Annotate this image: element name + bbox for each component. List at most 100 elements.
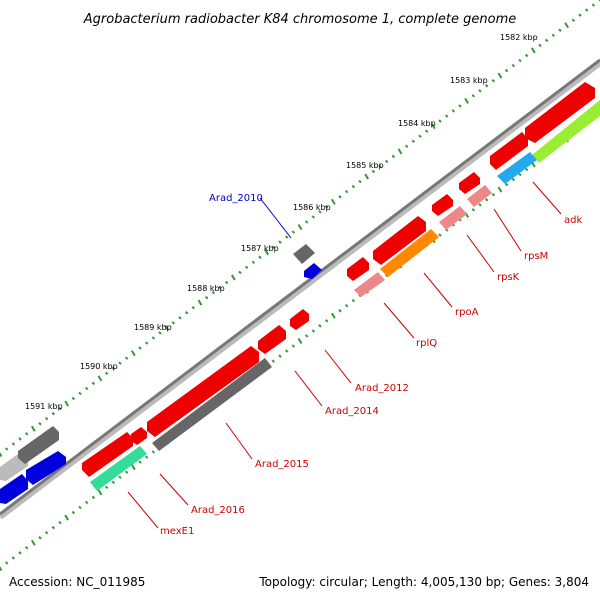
gene-label-rpsK[interactable]: rpsK <box>497 272 520 283</box>
outer-tick <box>564 22 570 29</box>
gene-arrow-rplQ-region[interactable] <box>347 257 369 281</box>
outer-tick <box>438 119 442 123</box>
outer-tick <box>104 371 109 375</box>
gene-label-arad-2014[interactable]: Arad_2014 <box>325 406 379 417</box>
kbp-label-1591: 1591 kbp <box>25 402 63 411</box>
outer-tick <box>44 416 49 421</box>
outer-tick <box>11 442 16 446</box>
outer-tick <box>144 341 149 345</box>
gene-cyan[interactable] <box>497 152 537 184</box>
gene-pink-1[interactable] <box>467 185 492 207</box>
inner-tick <box>297 337 303 345</box>
outer-tick <box>504 68 509 73</box>
outer-tick <box>251 260 256 265</box>
outer-tick <box>218 285 222 290</box>
outer-tick <box>111 366 116 370</box>
kbp-label-1590: 1590 kbp <box>80 362 118 371</box>
inner-tick <box>124 470 129 474</box>
outer-tick <box>138 346 142 350</box>
gene-arrow-arad-2014[interactable] <box>258 325 286 354</box>
inner-tick <box>18 551 22 555</box>
gene-label-mexE1[interactable]: mexE1 <box>160 526 194 537</box>
kbp-label-1586: 1586 kbp <box>293 203 331 212</box>
inner-tick <box>484 198 489 202</box>
gene-lime[interactable] <box>532 100 600 163</box>
inner-tick <box>78 505 82 510</box>
outer-tick <box>191 306 196 310</box>
inner-tick <box>11 556 16 560</box>
outer-tick <box>71 396 76 401</box>
outer-tick <box>358 179 362 184</box>
gene-pink-3[interactable] <box>354 272 385 297</box>
outer-tick <box>530 47 536 54</box>
gene-gray-long[interactable] <box>152 358 272 451</box>
inner-tick <box>478 203 482 207</box>
leader-arad-2012 <box>324 349 352 384</box>
gene-orange-rpoA[interactable] <box>380 229 439 277</box>
outer-tick <box>411 139 416 143</box>
outer-tick <box>484 84 489 88</box>
gene-arrow-arad-2012[interactable] <box>290 309 309 330</box>
outer-tick <box>230 274 236 281</box>
outer-tick <box>371 169 376 174</box>
outer-tick <box>451 109 456 113</box>
accession-text: Accession: NC_011985 <box>9 575 145 589</box>
outer-tick <box>364 173 370 180</box>
leader-rpsK <box>466 234 495 273</box>
outer-tick <box>238 270 242 275</box>
gene-label-adk[interactable]: adk <box>564 215 582 226</box>
outer-tick <box>164 324 170 331</box>
outer-tick <box>258 255 262 259</box>
leader-arad-2010 <box>259 197 292 239</box>
inner-tick <box>271 359 276 363</box>
inner-tick <box>324 319 329 323</box>
gene-arrow-adk-region[interactable] <box>525 82 595 143</box>
gene-gray-arad-2010[interactable] <box>293 244 315 264</box>
chromosome-backbone <box>0 58 600 516</box>
gene-arrow-arad-2015[interactable] <box>147 346 259 437</box>
leader-rpoA <box>423 272 453 308</box>
gene-label-arad-2015[interactable]: Arad_2015 <box>255 459 309 470</box>
gene-label-rplQ[interactable]: rplQ <box>416 338 437 349</box>
outer-tick <box>538 43 542 48</box>
gene-label-rpsM[interactable]: rpsM <box>524 251 548 262</box>
inner-tick <box>311 329 316 333</box>
gene-arrow-small-2[interactable] <box>432 194 453 216</box>
gene-label-arad-2012[interactable]: Arad_2012 <box>355 383 409 394</box>
inner-tick <box>24 546 29 550</box>
genome-summary-text: Topology: circular; Length: 4,005,130 bp… <box>258 575 589 589</box>
outer-tick <box>518 58 522 63</box>
gene-label-rpoA[interactable]: rpoA <box>455 307 479 318</box>
inner-tick <box>64 514 70 521</box>
inner-tick <box>38 536 42 540</box>
gene-blue-left-1[interactable] <box>0 474 28 504</box>
inner-tick <box>284 349 289 353</box>
leader-arad-2014 <box>294 370 323 407</box>
gene-pink-2[interactable] <box>439 206 467 230</box>
inner-tick <box>524 167 529 172</box>
gene-blue-arad-2010[interactable] <box>304 263 322 279</box>
gene-arrow-large-red[interactable] <box>373 216 426 265</box>
outer-tick <box>304 220 309 224</box>
gene-blue-left-2[interactable] <box>26 451 66 485</box>
gene-callouts <box>127 181 562 529</box>
gene-arrow-rpsM-region[interactable] <box>490 132 528 170</box>
outer-tick-track <box>0 0 600 458</box>
gene-arrow-small-3[interactable] <box>131 427 147 445</box>
outer-tick <box>38 422 42 426</box>
leader-rpsM <box>493 208 522 252</box>
gene-teal-mexE1[interactable] <box>90 446 147 491</box>
gene-gray-left[interactable] <box>18 426 59 464</box>
outer-tick <box>458 104 462 108</box>
outer-tick <box>197 299 203 306</box>
kbp-label-1587: 1587 kbp <box>241 244 279 253</box>
outer-tick <box>58 406 62 411</box>
outer-tick <box>444 114 449 118</box>
gene-label-arad-2016[interactable]: Arad_2016 <box>191 505 245 516</box>
outer-tick <box>124 356 129 360</box>
gene-arrow-small-1[interactable] <box>459 172 480 194</box>
gene-label-arad-2010[interactable]: Arad_2010 <box>209 193 263 204</box>
gene-arrow-arad-2016[interactable] <box>82 432 133 477</box>
outer-tick <box>330 198 336 205</box>
kbp-scale: 1582 kbp 1583 kbp 1584 kbp 1585 kbp 1586… <box>25 33 538 411</box>
